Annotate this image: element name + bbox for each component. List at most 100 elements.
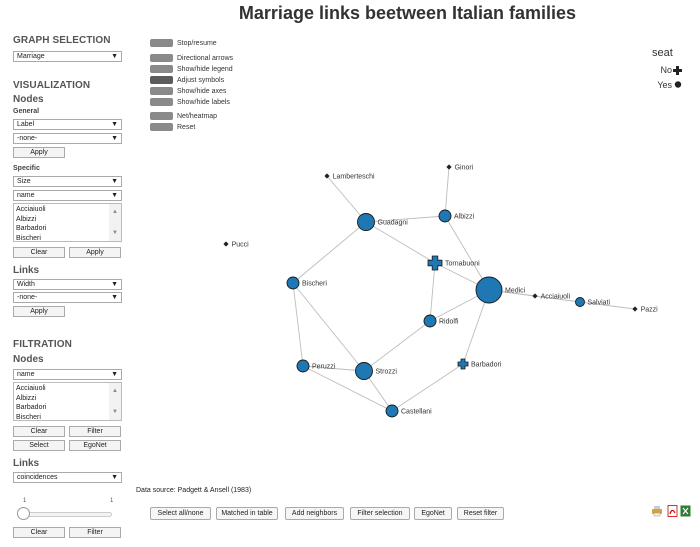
pdf-icon[interactable] — [667, 505, 678, 517]
node-acciaiuoli[interactable] — [532, 293, 538, 299]
filtration-name-select[interactable]: name ▼ — [13, 369, 122, 380]
list-item[interactable]: Barbadori — [16, 404, 47, 411]
egonet-button[interactable]: EgoNet — [414, 507, 452, 520]
show-hide-legend-button[interactable]: Show/hide legend — [150, 65, 233, 73]
list-scrollbar[interactable]: ▲ ▼ — [109, 383, 121, 420]
node-lamberteschi[interactable] — [324, 173, 330, 179]
edge-tornabuoni-ridolfi — [429, 262, 436, 322]
toggle-switch[interactable] — [150, 65, 173, 73]
specific-family-list[interactable]: Acciaiuoli Albizzi Barbadori Bischeri ▲ ▼ — [13, 203, 122, 242]
toggle-switch[interactable] — [150, 54, 173, 62]
list-item[interactable]: Bischeri — [16, 234, 41, 242]
scroll-up-icon[interactable]: ▲ — [112, 209, 118, 215]
directional-arrows-button[interactable]: Directional arrows — [150, 54, 233, 62]
cross-icon — [673, 66, 682, 75]
specific-clear-button[interactable]: Clear — [13, 247, 65, 258]
node-pazzi[interactable] — [632, 306, 638, 312]
list-item[interactable]: Acciaiuoli — [16, 385, 46, 392]
visualization-heading: VISUALIZATION — [13, 80, 91, 91]
list-item[interactable]: Barbadori — [16, 225, 47, 232]
node-label-castellani: Castellani — [401, 409, 432, 416]
chevron-down-icon: ▼ — [111, 135, 118, 142]
net-heatmap-label: Net/heatmap — [177, 112, 218, 120]
node-barbadori[interactable] — [457, 358, 469, 370]
list-item[interactable]: Bischeri — [16, 413, 41, 421]
filtration-egonet-button[interactable]: EgoNet — [69, 440, 121, 451]
scroll-down-icon[interactable]: ▼ — [112, 229, 118, 236]
edge-castellani-barbadori — [391, 363, 464, 412]
show-hide-labels-button[interactable]: Show/hide labels — [150, 98, 230, 106]
node-label-pazzi: Pazzi — [641, 307, 659, 314]
graph-select[interactable]: Marriage ▼ — [13, 51, 122, 62]
node-medici[interactable] — [475, 276, 503, 304]
filtration-clear-button[interactable]: Clear — [13, 426, 65, 437]
select-all-none-button[interactable]: Select all/none — [150, 507, 211, 520]
links-width-select[interactable]: Width ▼ — [13, 279, 122, 290]
excel-icon[interactable] — [680, 505, 691, 517]
filtration-filter-button[interactable]: Filter — [69, 426, 121, 437]
list-item[interactable]: Albizzi — [16, 215, 37, 223]
node-salviati[interactable] — [575, 297, 585, 307]
node-peruzzi[interactable] — [296, 359, 310, 373]
node-castellani[interactable] — [385, 404, 399, 418]
adjust-symbols-button[interactable]: Adjust symbols — [150, 76, 224, 84]
toggle-switch[interactable] — [150, 39, 173, 47]
general-label-select[interactable]: Label ▼ — [13, 119, 122, 130]
node-guadagni[interactable] — [357, 213, 375, 231]
chevron-down-icon: ▼ — [111, 178, 118, 185]
stop-resume-button[interactable]: Stop/resume — [150, 39, 217, 47]
node-albizzi[interactable] — [438, 209, 452, 223]
edge-ridolfi-strozzi — [363, 320, 431, 372]
scroll-up-icon[interactable]: ▲ — [112, 388, 118, 394]
coincidences-slider-handle[interactable] — [17, 507, 30, 520]
toggle-switch[interactable] — [150, 76, 173, 84]
filtration-select-button[interactable]: Select — [13, 440, 65, 451]
node-label-salviati: Salviati — [588, 300, 611, 307]
toggle-switch[interactable] — [150, 87, 173, 95]
specific-name-select[interactable]: name ▼ — [13, 190, 122, 201]
general-apply-button[interactable]: Apply — [13, 147, 65, 158]
node-label-guadagni: Guadagni — [378, 220, 409, 227]
specific-size-select[interactable]: Size ▼ — [13, 176, 122, 187]
node-tornabuoni[interactable] — [427, 255, 443, 271]
filtration-family-list[interactable]: Acciaiuoli Albizzi Barbadori Bischeri ▲ ▼ — [13, 382, 122, 421]
chevron-down-icon: ▼ — [111, 474, 118, 481]
node-pucci[interactable] — [223, 241, 229, 247]
toggle-switch[interactable] — [150, 98, 173, 106]
list-scrollbar[interactable]: ▲ ▼ — [109, 204, 121, 241]
node-label-peruzzi: Peruzzi — [312, 364, 336, 371]
matched-in-table-button[interactable]: Matched in table — [216, 507, 278, 520]
node-strozzi[interactable] — [355, 362, 373, 380]
filter-selection-button[interactable]: Filter selection — [350, 507, 410, 520]
general-attr-select[interactable]: -none- ▼ — [13, 133, 122, 144]
add-neighbors-button[interactable]: Add neighbors — [285, 507, 344, 520]
links-filter-button[interactable]: Filter — [69, 527, 121, 538]
scroll-down-icon[interactable]: ▼ — [112, 408, 118, 415]
net-heatmap-button[interactable]: Net/heatmap — [150, 112, 217, 120]
legend-title: seat — [652, 47, 673, 59]
filtration-links-heading: Links — [13, 458, 40, 469]
toggle-switch[interactable] — [150, 123, 173, 131]
list-item[interactable]: Acciaiuoli — [16, 206, 46, 213]
links-apply-button[interactable]: Apply — [13, 306, 65, 317]
general-label: General — [13, 108, 40, 115]
toggle-switch[interactable] — [150, 112, 173, 120]
reset-filter-button[interactable]: Reset filter — [457, 507, 504, 520]
specific-apply-button[interactable]: Apply — [69, 247, 121, 258]
legend-symbols — [673, 66, 682, 88]
print-icon[interactable] — [651, 505, 663, 517]
links-clear-button[interactable]: Clear — [13, 527, 65, 538]
show-hide-axes-button[interactable]: Show/hide axes — [150, 87, 226, 95]
chevron-down-icon: ▼ — [111, 121, 118, 128]
links-coincidences-select[interactable]: coincidences ▼ — [13, 472, 122, 483]
list-item[interactable]: Albizzi — [16, 394, 37, 402]
reset-button[interactable]: Reset — [150, 123, 195, 131]
node-ginori[interactable] — [446, 164, 452, 170]
links-attr-select[interactable]: -none- ▼ — [13, 292, 122, 303]
adjust-symbols-label: Adjust symbols — [177, 76, 225, 84]
node-bischeri[interactable] — [286, 276, 300, 290]
specific-label: Specific — [13, 165, 40, 172]
edge-guadagni-tornabuoni — [365, 221, 436, 264]
node-ridolfi[interactable] — [423, 314, 437, 328]
